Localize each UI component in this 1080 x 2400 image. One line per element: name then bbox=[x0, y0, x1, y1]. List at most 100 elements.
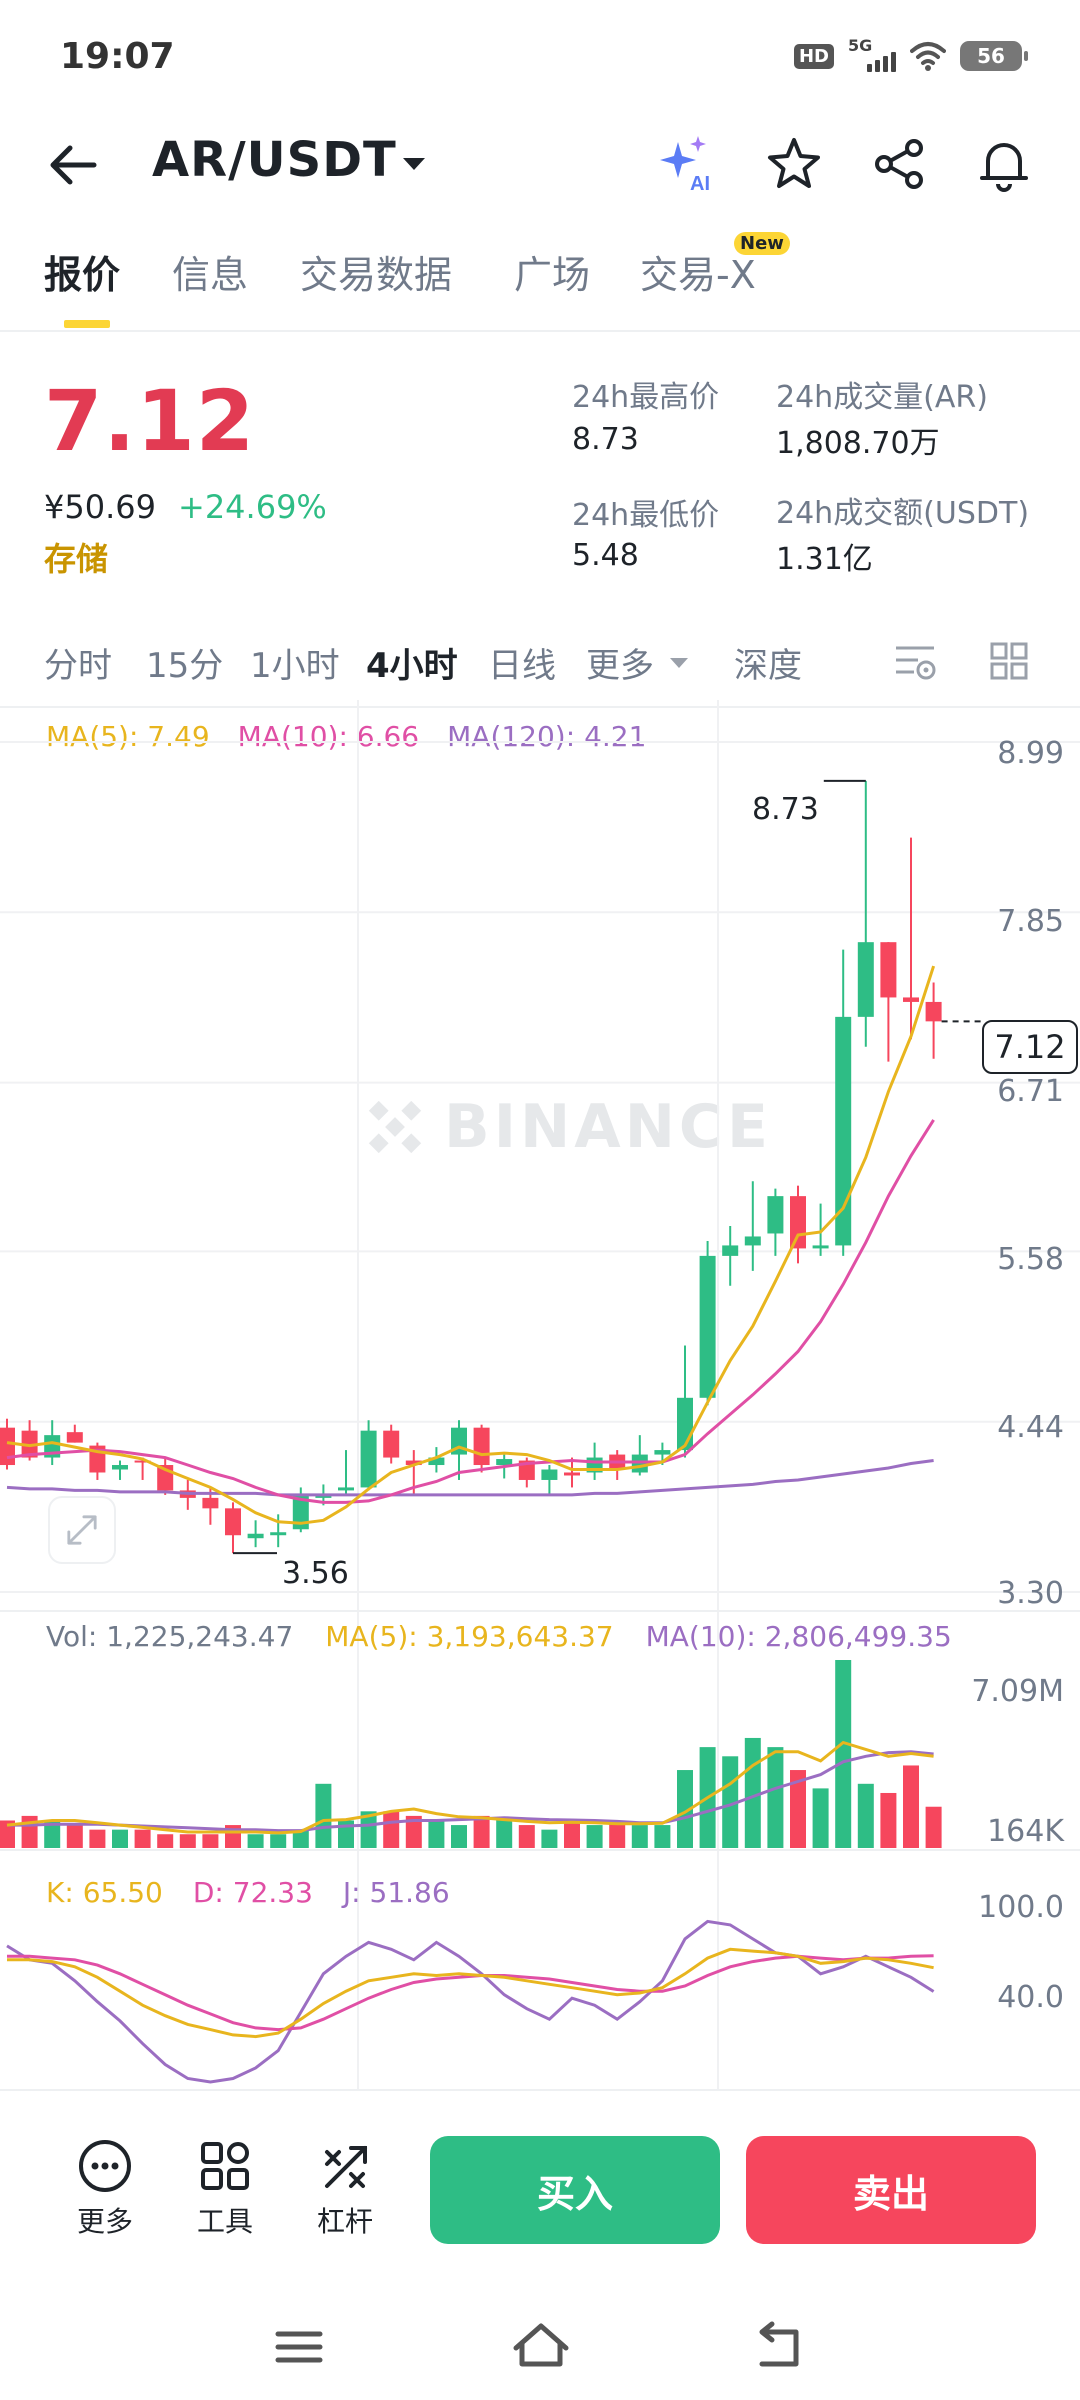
interval-daily[interactable]: 日线 bbox=[488, 646, 556, 686]
volume-bar bbox=[677, 1770, 693, 1848]
candle-body bbox=[157, 1465, 174, 1491]
candle-body bbox=[202, 1497, 219, 1509]
indicator-settings-icon[interactable] bbox=[890, 636, 940, 686]
tab-info[interactable]: 信息 bbox=[172, 253, 249, 297]
volume-label: 24h成交量(AR) bbox=[776, 380, 988, 415]
candle-body bbox=[0, 1427, 15, 1466]
ai-label: AI bbox=[690, 173, 710, 194]
candle-body bbox=[66, 1432, 83, 1443]
candle-body bbox=[473, 1427, 490, 1466]
candle-body bbox=[44, 1435, 61, 1458]
bottom-action-bar: 更多 工具 杠杆 买入 卖出 bbox=[0, 2090, 1080, 2290]
candle-body bbox=[89, 1445, 106, 1473]
y-axis-label: 3.30 bbox=[997, 1576, 1064, 1611]
tab-trade-x[interactable]: 交易-X bbox=[640, 253, 756, 297]
buy-button[interactable]: 买入 bbox=[430, 2136, 720, 2244]
volume-bar bbox=[89, 1829, 106, 1848]
volume-bar bbox=[631, 1825, 648, 1848]
home-icon[interactable] bbox=[506, 2312, 576, 2382]
binance-logo-icon bbox=[368, 1100, 422, 1154]
candle-body bbox=[699, 1255, 716, 1398]
bell-icon[interactable] bbox=[974, 134, 1034, 194]
wifi-icon bbox=[910, 42, 946, 71]
volume-bar bbox=[473, 1815, 490, 1848]
candle-body bbox=[564, 1472, 580, 1476]
candle-body bbox=[812, 1245, 829, 1249]
ma5-line bbox=[6, 965, 936, 1525]
tab-trading-data[interactable]: 交易数据 bbox=[300, 253, 453, 297]
high-value: 8.73 bbox=[572, 422, 639, 457]
candle-body bbox=[677, 1397, 693, 1451]
watermark-text: BINANCE bbox=[444, 1092, 772, 1162]
chevron-down-icon[interactable] bbox=[668, 652, 690, 674]
more-label: 更多 bbox=[76, 2205, 133, 2238]
interval-depth[interactable]: 深度 bbox=[734, 646, 802, 686]
share-icon[interactable] bbox=[870, 134, 930, 194]
volume-bar bbox=[225, 1825, 241, 1848]
leverage-label: 杠杆 bbox=[316, 2205, 373, 2238]
candle-body bbox=[134, 1460, 151, 1463]
tools-grid-icon bbox=[201, 2142, 249, 2190]
volume-bar bbox=[157, 1834, 174, 1848]
back-nav-icon[interactable] bbox=[744, 2312, 814, 2382]
candle-body bbox=[518, 1460, 535, 1480]
leverage-icon bbox=[325, 2146, 367, 2188]
candle-body bbox=[496, 1459, 513, 1466]
candle-body bbox=[360, 1430, 377, 1488]
candle-body bbox=[609, 1454, 626, 1470]
sell-button[interactable]: 卖出 bbox=[746, 2136, 1036, 2244]
pair-title[interactable]: AR/USDT bbox=[152, 132, 397, 188]
back-arrow-icon[interactable] bbox=[44, 135, 104, 195]
network-type: 5G bbox=[848, 36, 873, 55]
more-button[interactable]: 更多 bbox=[60, 2138, 150, 2240]
category-tag[interactable]: 存储 bbox=[44, 540, 109, 578]
binance-watermark: BINANCE bbox=[360, 1092, 772, 1162]
y-axis-label: 7.85 bbox=[997, 904, 1064, 939]
volume-bar bbox=[722, 1756, 739, 1848]
menu-icon[interactable] bbox=[264, 2312, 334, 2382]
volume-bar bbox=[925, 1806, 942, 1848]
ma120-legend: MA(120): 4.21 bbox=[447, 720, 647, 753]
leverage-button[interactable]: 杠杆 bbox=[300, 2138, 390, 2240]
y-axis-label: 8.99 bbox=[997, 736, 1064, 771]
low-marker: 3.56 bbox=[282, 1556, 349, 1591]
volume-bar bbox=[44, 1820, 61, 1848]
tab-quote[interactable]: 报价 bbox=[44, 253, 121, 297]
star-icon[interactable] bbox=[764, 134, 824, 194]
candle-body bbox=[586, 1457, 603, 1473]
interval-bar: 分时 15分 1小时 4小时 日线 更多 深度 bbox=[0, 630, 1080, 700]
ai-sparkle-icon[interactable]: AI bbox=[656, 134, 716, 194]
chevron-down-icon[interactable] bbox=[398, 148, 430, 180]
tab-square[interactable]: 广场 bbox=[514, 253, 591, 297]
volume-bar bbox=[134, 1829, 151, 1848]
volume-bar bbox=[247, 1834, 264, 1848]
divider bbox=[0, 1610, 1080, 1612]
kdj-k: K: 65.50 bbox=[46, 1876, 163, 1909]
interval-timeline[interactable]: 分时 bbox=[44, 646, 112, 686]
candle-body bbox=[405, 1460, 422, 1466]
candle-body bbox=[21, 1430, 38, 1458]
volume-bar bbox=[654, 1825, 671, 1848]
candle-body bbox=[903, 997, 919, 1002]
interval-1h[interactable]: 1小时 bbox=[250, 646, 340, 686]
y-axis-label: 4.44 bbox=[997, 1410, 1064, 1445]
ma10-legend: MA(10): 6.66 bbox=[237, 720, 420, 753]
candle-body bbox=[654, 1450, 671, 1455]
expand-icon[interactable] bbox=[48, 1496, 116, 1564]
interval-4h[interactable]: 4小时 bbox=[366, 646, 458, 686]
volume-bar bbox=[112, 1829, 128, 1848]
candle-body bbox=[631, 1454, 648, 1473]
interval-15m[interactable]: 15分 bbox=[146, 646, 224, 686]
interval-more[interactable]: 更多 bbox=[586, 646, 654, 686]
kdj-j-line bbox=[6, 1919, 935, 2084]
volume-bar bbox=[179, 1834, 196, 1848]
kdj-axis-label: 40.0 bbox=[997, 1980, 1064, 2015]
tools-button[interactable]: 工具 bbox=[180, 2138, 270, 2240]
volume-bar bbox=[0, 1820, 15, 1848]
layout-grid-icon[interactable] bbox=[984, 636, 1034, 686]
volume-bar bbox=[857, 1783, 874, 1848]
active-tab-indicator bbox=[64, 320, 110, 328]
candle-body bbox=[541, 1469, 558, 1480]
ma10-line bbox=[6, 1119, 935, 1504]
